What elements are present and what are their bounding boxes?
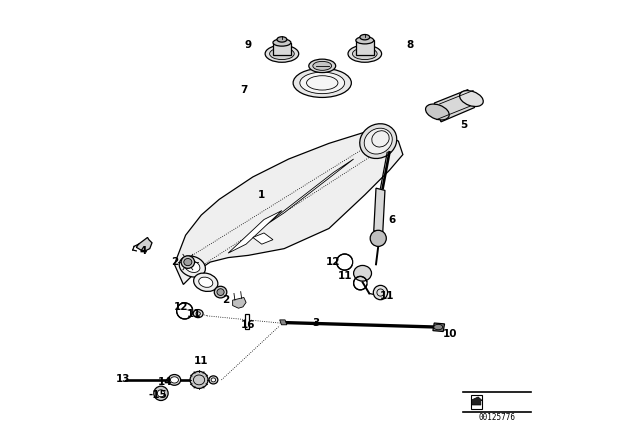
Ellipse shape [277, 37, 287, 42]
Polygon shape [433, 323, 445, 332]
Circle shape [154, 386, 168, 401]
Ellipse shape [460, 90, 483, 107]
Polygon shape [472, 395, 482, 409]
Ellipse shape [170, 377, 179, 383]
Ellipse shape [193, 310, 203, 318]
Ellipse shape [354, 265, 371, 281]
Text: 8: 8 [406, 40, 413, 50]
Polygon shape [253, 233, 273, 244]
Text: -15: -15 [148, 390, 167, 400]
Text: 1: 1 [258, 190, 266, 200]
Text: 11: 11 [194, 356, 209, 366]
Polygon shape [435, 90, 475, 122]
Polygon shape [280, 320, 287, 325]
Ellipse shape [356, 37, 374, 44]
Circle shape [370, 230, 387, 246]
Polygon shape [233, 297, 246, 308]
Ellipse shape [293, 69, 351, 98]
Ellipse shape [434, 324, 443, 330]
Polygon shape [374, 188, 385, 233]
Ellipse shape [190, 371, 208, 388]
Ellipse shape [364, 128, 392, 154]
Ellipse shape [273, 39, 291, 46]
Ellipse shape [313, 61, 332, 70]
Text: 12: 12 [326, 257, 340, 267]
Polygon shape [273, 43, 291, 55]
Ellipse shape [168, 375, 180, 385]
Ellipse shape [426, 104, 449, 120]
Ellipse shape [360, 124, 397, 159]
Circle shape [157, 390, 164, 397]
Ellipse shape [214, 286, 227, 298]
Text: 7: 7 [240, 85, 248, 95]
Polygon shape [356, 40, 374, 55]
Text: 9: 9 [244, 40, 252, 50]
Polygon shape [264, 159, 353, 226]
Polygon shape [228, 211, 282, 253]
Text: 2: 2 [222, 295, 230, 305]
Text: 11: 11 [337, 271, 352, 280]
Text: 2: 2 [171, 257, 178, 267]
Circle shape [373, 285, 388, 300]
Text: 14: 14 [158, 377, 173, 387]
Bar [244, 314, 249, 329]
Text: 12: 12 [174, 302, 188, 312]
Text: 13: 13 [116, 374, 130, 383]
Text: 3: 3 [312, 318, 319, 327]
Ellipse shape [300, 72, 344, 94]
Ellipse shape [309, 59, 336, 73]
Text: 5: 5 [460, 121, 467, 130]
Text: 4: 4 [140, 246, 147, 256]
Ellipse shape [353, 48, 377, 60]
Ellipse shape [217, 289, 224, 296]
Ellipse shape [360, 34, 370, 40]
Ellipse shape [269, 48, 294, 60]
Ellipse shape [198, 277, 213, 287]
Ellipse shape [181, 256, 195, 268]
Text: 11: 11 [380, 291, 394, 301]
Ellipse shape [184, 258, 192, 266]
Ellipse shape [179, 256, 205, 277]
Polygon shape [136, 237, 152, 251]
Text: 6: 6 [388, 215, 396, 224]
Ellipse shape [209, 376, 218, 384]
Text: 11: 11 [188, 309, 202, 319]
Ellipse shape [211, 378, 216, 382]
Ellipse shape [194, 273, 218, 292]
Polygon shape [174, 132, 403, 284]
Text: 00125776: 00125776 [479, 413, 515, 422]
Ellipse shape [265, 45, 299, 62]
Polygon shape [472, 397, 482, 405]
Ellipse shape [185, 261, 200, 272]
Ellipse shape [348, 45, 381, 62]
Text: 10: 10 [443, 329, 457, 339]
Text: 16: 16 [241, 320, 255, 330]
